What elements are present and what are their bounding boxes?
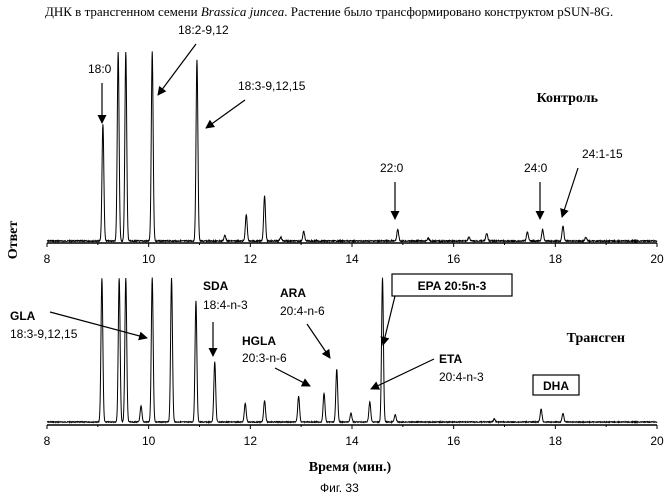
arrow-18-3 [205,99,246,129]
transgene-panel: Трансген 8 10 12 14 16 18 20 GLA 18:3-9,12,15 … [10,273,664,475]
transgene-tick-label: 14 [345,434,359,448]
arrow-24-1 [560,167,579,218]
control-annotations: 18:0 18:2-9,12 18:3-9,12,15 22:0 24:0 24… [88,23,623,220]
control-trace [46,51,658,244]
annot-epa-box [391,273,513,297]
annot-ara: ARA [280,286,306,300]
annot-eta-sub: 20:4-n-3 [439,370,484,384]
x-axis-label: Время (мин.) [309,460,392,475]
annot-18-0: 18:0 [88,62,112,76]
arrow-hgla [274,367,311,387]
transgene-title: Трансген [567,331,625,346]
control-tick-label: 10 [142,252,156,266]
annot-dha: DHA [543,379,569,393]
header-suffix: . Растение было трансформировано констру… [284,4,613,19]
control-panel: Контроль 8 10 12 14 16 18 20 18:0 18:2-9,12 18… [44,23,664,266]
figure-caption: Фиг. 33 [320,481,359,495]
y-axis-label: Ответ [6,221,21,260]
annot-eta: ETA [439,352,462,366]
annot-ara-sub: 20:4-n-6 [280,304,325,318]
arrow-ara [306,323,331,359]
annot-dha-box [532,374,580,396]
control-x-ticks: 8 10 12 14 16 18 20 [44,243,664,266]
arrow-gla [49,311,148,341]
annot-epa: EPA 20:5n-3 [418,279,487,293]
control-tick-label: 20 [650,252,664,266]
annot-sda-sub: 18:4-n-3 [203,298,248,312]
transgene-tick-label: 20 [650,434,664,448]
annot-18-3: 18:3-9,12,15 [238,79,306,93]
arrow-epa [380,295,396,346]
transgene-x-ticks: 8 10 12 14 16 18 20 [44,425,664,448]
transgene-tick-label: 12 [244,434,258,448]
transgene-tick-label: 10 [142,434,156,448]
annot-gla-sub: 18:3-9,12,15 [10,327,78,341]
control-tick-label: 18 [549,252,563,266]
annot-24-1: 24:1-15 [582,147,623,161]
control-title: Контроль [537,91,599,106]
transgene-trace [46,277,658,425]
annot-24-0: 24:0 [524,161,548,175]
transgene-tick-label: 18 [549,434,563,448]
figure-header: ДНК в трансгенном семени Brassica juncea… [45,4,613,19]
control-tick-label: 16 [447,252,461,266]
annot-sda: SDA [203,279,229,293]
header-species: Brassica juncea [201,4,285,19]
annot-18-2: 18:2-9,12 [178,23,229,37]
annot-gla: GLA [10,309,36,323]
arrow-18-2 [157,43,197,96]
transgene-tick-label: 8 [44,434,51,448]
transgene-tick-label: 16 [447,434,461,448]
transgene-annotations: GLA 18:3-9,12,15 SDA 18:4-n-3 HGLA 20:3-… [10,273,580,396]
control-tick-label: 8 [44,252,51,266]
annot-22-0: 22:0 [380,161,404,175]
annot-hgla: HGLA [242,334,276,348]
control-tick-label: 14 [345,252,359,266]
annot-hgla-sub: 20:3-n-6 [242,351,287,365]
arrow-eta [370,358,435,390]
header-prefix: ДНК в трансгенном семени [45,4,198,19]
control-tick-label: 12 [244,252,258,266]
